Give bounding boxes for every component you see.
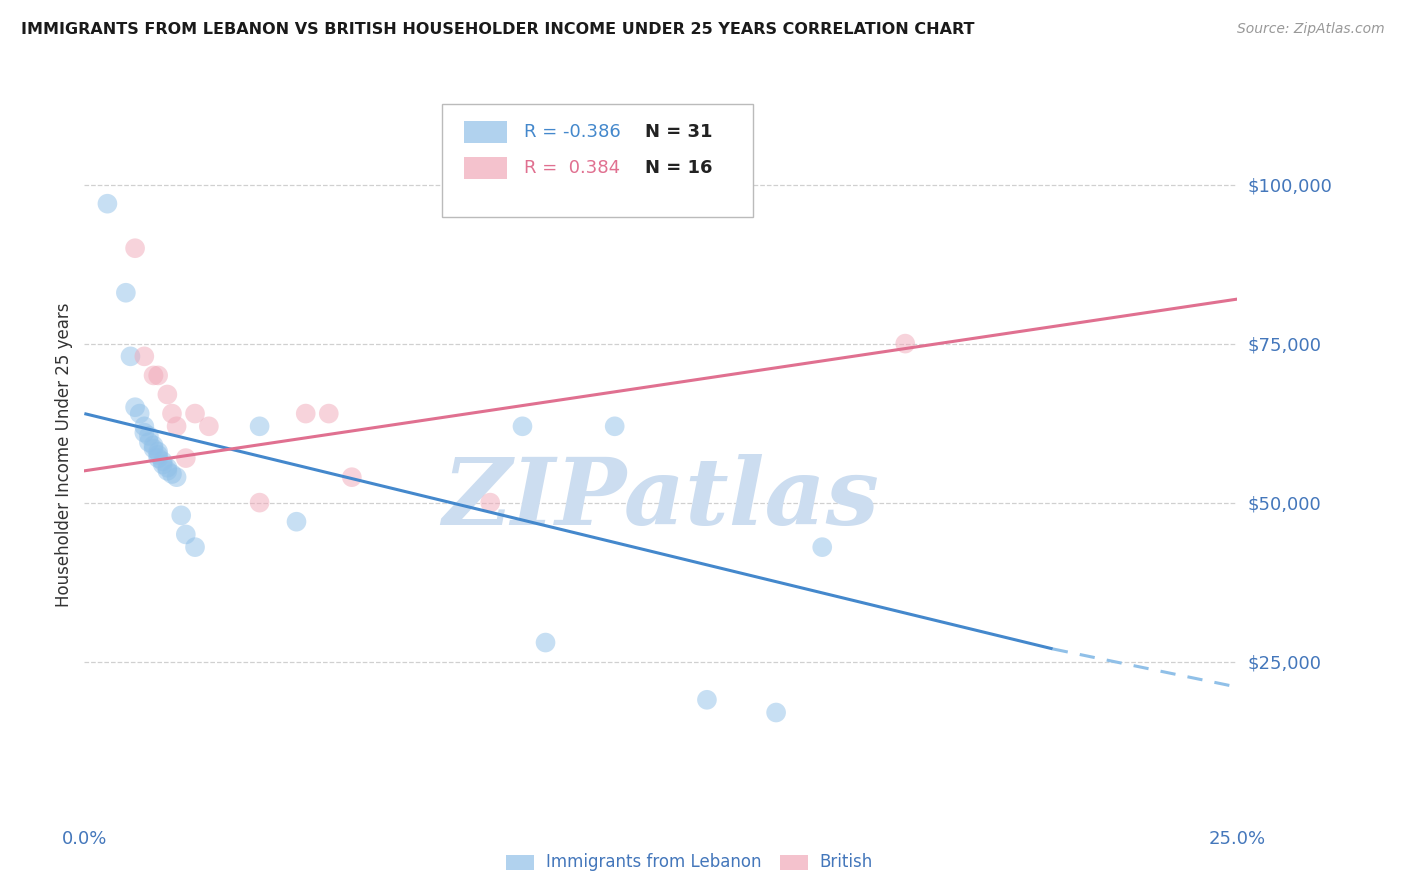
Point [146, 448, 169, 462]
Text: R =  0.384: R = 0.384 [523, 159, 620, 178]
Point [156, 464, 179, 478]
FancyBboxPatch shape [464, 157, 508, 179]
Point [285, 515, 308, 529]
Point [138, 435, 160, 450]
Point [160, 467, 183, 481]
Text: IMMIGRANTS FROM LEBANON VS BRITISH HOUSEHOLDER INCOME UNDER 25 YEARS CORRELATION: IMMIGRANTS FROM LEBANON VS BRITISH HOUSE… [21, 22, 974, 37]
Point [166, 419, 188, 434]
Point [146, 368, 169, 383]
Point [124, 241, 146, 255]
Text: N = 16: N = 16 [645, 159, 713, 178]
Point [512, 419, 534, 434]
Point [142, 368, 165, 383]
Point [134, 349, 156, 363]
Point [146, 444, 169, 458]
Text: British: British [820, 853, 873, 871]
Text: N = 31: N = 31 [645, 122, 713, 141]
Point [160, 407, 183, 421]
Point [603, 419, 626, 434]
Point [134, 425, 156, 440]
Text: Source: ZipAtlas.com: Source: ZipAtlas.com [1237, 22, 1385, 37]
Text: ZIPatlas: ZIPatlas [443, 454, 879, 544]
Point [340, 470, 363, 484]
Text: R = -0.386: R = -0.386 [523, 122, 620, 141]
Point [134, 419, 156, 434]
Point [115, 285, 138, 300]
Point [294, 407, 316, 421]
Point [166, 470, 188, 484]
Point [152, 454, 174, 468]
Point [146, 451, 169, 466]
Point [184, 540, 207, 554]
Point [479, 495, 502, 509]
Point [128, 407, 150, 421]
Point [765, 706, 787, 720]
Point [249, 495, 271, 509]
Point [198, 419, 221, 434]
Point [534, 635, 557, 649]
Point [156, 460, 179, 475]
Point [811, 540, 834, 554]
Point [318, 407, 340, 421]
Point [120, 349, 142, 363]
Point [184, 407, 207, 421]
Point [174, 451, 197, 466]
Point [156, 387, 179, 401]
Text: Immigrants from Lebanon: Immigrants from Lebanon [546, 853, 761, 871]
Point [124, 401, 146, 415]
Point [170, 508, 193, 523]
Point [96, 196, 118, 211]
Point [894, 336, 917, 351]
Point [142, 442, 165, 456]
Point [174, 527, 197, 541]
Point [249, 419, 271, 434]
Point [152, 458, 174, 472]
Point [138, 429, 160, 443]
Point [142, 438, 165, 452]
FancyBboxPatch shape [464, 120, 508, 143]
FancyBboxPatch shape [441, 103, 754, 218]
Point [696, 693, 718, 707]
Y-axis label: Householder Income Under 25 years: Householder Income Under 25 years [55, 302, 73, 607]
